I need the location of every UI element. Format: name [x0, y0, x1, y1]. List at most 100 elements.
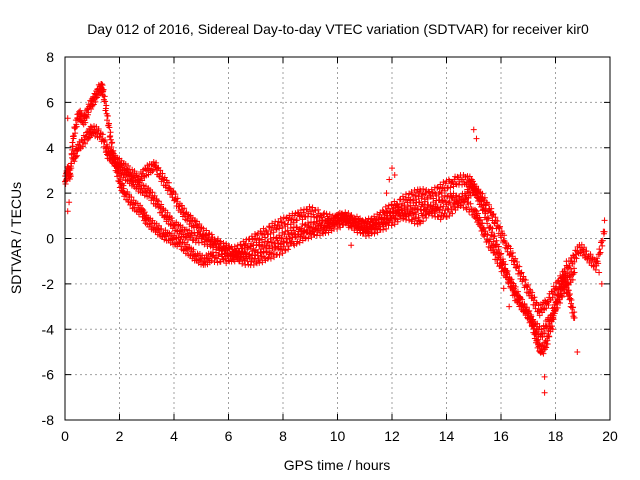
- data-point: [322, 230, 329, 237]
- data-point: [227, 253, 234, 260]
- data-point: [100, 86, 107, 93]
- data-point: [544, 324, 551, 331]
- data-point: [296, 239, 303, 246]
- data-point: [488, 205, 495, 212]
- data-point: [571, 314, 578, 321]
- data-point: [529, 289, 536, 296]
- data-point: [125, 162, 132, 169]
- data-point: [137, 186, 144, 193]
- data-point: [250, 241, 257, 248]
- x-tick-label-8: 16: [493, 428, 509, 444]
- data-point: [177, 236, 184, 243]
- data-point: [437, 181, 444, 188]
- data-point: [192, 239, 199, 246]
- data-point: [453, 198, 460, 205]
- data-point: [430, 203, 437, 210]
- data-point: [279, 250, 286, 257]
- data-point: [290, 227, 297, 234]
- data-point: [99, 82, 106, 89]
- data-point: [323, 210, 330, 217]
- data-point: [420, 185, 427, 192]
- data-point: [276, 251, 283, 258]
- data-point: [103, 102, 110, 109]
- data-point: [257, 250, 264, 257]
- data-point: [161, 174, 168, 181]
- data-point: [318, 222, 325, 229]
- data-point: [239, 260, 246, 267]
- data-point: [503, 268, 510, 275]
- data-point: [432, 207, 439, 214]
- data-point: [323, 220, 330, 227]
- series-track-a: [62, 81, 578, 357]
- data-point: [593, 255, 600, 262]
- data-point: [391, 221, 398, 228]
- x-tick-label-0: 0: [61, 428, 69, 444]
- data-point: [549, 326, 556, 333]
- data-point: [240, 251, 247, 258]
- y-tick-label-0: 8: [46, 49, 54, 65]
- data-point: [137, 202, 144, 209]
- data-point: [276, 225, 283, 232]
- data-point: [425, 188, 432, 195]
- data-point: [270, 229, 277, 236]
- data-point: [556, 283, 563, 290]
- data-point: [561, 286, 568, 293]
- data-point: [480, 224, 487, 231]
- x-axis-label: GPS time / hours: [284, 457, 391, 473]
- data-point: [472, 207, 479, 214]
- data-point: [596, 246, 603, 253]
- data-point: [486, 236, 493, 243]
- data-point: [92, 98, 99, 105]
- data-point: [66, 175, 73, 182]
- data-point: [303, 206, 310, 213]
- data-point: [139, 177, 146, 184]
- data-point: [497, 223, 504, 230]
- data-point: [417, 206, 424, 213]
- data-point: [64, 115, 71, 122]
- data-point: [598, 280, 605, 287]
- data-point: [284, 227, 291, 234]
- data-point: [425, 209, 432, 216]
- data-point: [344, 213, 351, 220]
- data-point: [389, 165, 395, 172]
- data-point: [486, 225, 493, 232]
- data-point: [422, 205, 429, 212]
- data-point: [446, 198, 453, 205]
- data-point: [290, 216, 297, 223]
- data-point: [408, 210, 415, 217]
- data-point: [107, 136, 114, 143]
- data-point: [497, 257, 504, 264]
- data-point: [422, 198, 429, 205]
- data-point: [313, 214, 320, 221]
- data-point: [427, 202, 434, 209]
- data-point: [506, 303, 513, 310]
- data-point: [444, 185, 451, 192]
- data-point: [170, 187, 177, 194]
- data-point: [559, 293, 566, 300]
- data-point: [388, 222, 395, 229]
- data-point: [158, 208, 165, 215]
- data-point: [67, 173, 74, 180]
- data-point: [525, 281, 532, 288]
- data-point: [72, 153, 79, 160]
- data-point: [332, 217, 339, 224]
- data-point: [573, 255, 580, 262]
- data-point: [64, 208, 71, 215]
- data-point: [450, 190, 457, 197]
- data-point: [169, 236, 176, 243]
- data-point: [232, 247, 239, 254]
- data-point: [66, 199, 73, 206]
- data-point: [336, 220, 343, 227]
- data-point: [504, 271, 511, 278]
- data-point: [490, 244, 497, 251]
- data-point: [415, 214, 422, 221]
- data-point: [514, 288, 521, 295]
- data-point: [158, 201, 165, 208]
- data-point: [73, 123, 80, 130]
- series-track-c: [102, 144, 608, 319]
- data-point: [259, 259, 266, 266]
- data-point: [558, 280, 565, 287]
- data-point: [383, 225, 390, 232]
- data-point: [371, 230, 378, 237]
- data-point: [467, 200, 474, 207]
